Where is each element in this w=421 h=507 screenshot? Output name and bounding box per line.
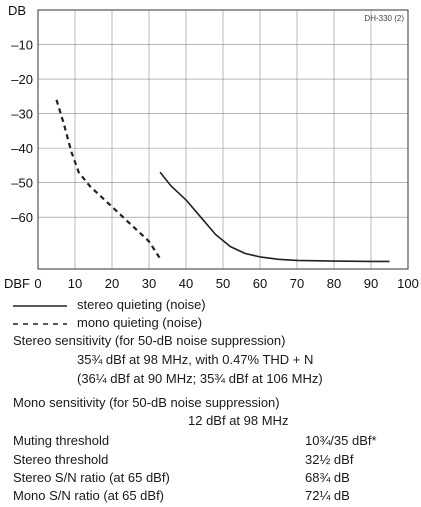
chart-grid <box>38 10 408 269</box>
stereo-sensitivity-heading: Stereo sensitivity (for 50-dB noise supp… <box>13 333 286 348</box>
spec-value: 68¾ dB <box>305 470 350 485</box>
spec-row-stereo-threshold: Stereo threshold 32½ dBf <box>13 452 413 468</box>
mono-quieting-line <box>55 99 162 260</box>
chart-id-tag: DH-330 (2) <box>364 14 404 23</box>
x-tick-label: 70 <box>290 276 304 291</box>
spec-row-stereo-sn-ratio: Stereo S/N ratio (at 65 dBf) 68¾ dB <box>13 470 413 486</box>
spec-label: Muting threshold <box>13 433 110 448</box>
spec-row-muting-threshold: Muting threshold 10¾/35 dBf* <box>13 433 413 449</box>
spec-value: 72¼ dB <box>305 488 350 503</box>
x-tick-label: 80 <box>327 276 341 291</box>
spec-value: 10¾/35 dBf* <box>305 433 377 448</box>
y-tick-label: –50 <box>11 176 33 191</box>
legend-solid-swatch <box>13 305 67 307</box>
y-tick-label: –60 <box>11 210 33 225</box>
x-tick-label: 60 <box>253 276 267 291</box>
x-tick-label: 100 <box>397 276 419 291</box>
x-tick-label: 40 <box>179 276 193 291</box>
spec-label: Stereo threshold <box>13 452 109 467</box>
axis-ticks: 0 10 20 30 40 50 60 70 80 90 100 –10 –20 –30 –40 –50 –60 <box>11 38 419 291</box>
x-tick-label: 30 <box>142 276 156 291</box>
x-tick-label: 0 <box>34 276 41 291</box>
legend-dashed-swatch <box>13 323 67 325</box>
mono-sensitivity-heading: Mono sensitivity (for 50-dB noise suppre… <box>13 395 280 410</box>
y-tick-label: –20 <box>11 72 33 87</box>
chart-series <box>55 99 390 263</box>
quieting-chart: 0 10 20 30 40 50 60 70 80 90 100 –10 –20 –30 –40 –50 –60… <box>4 3 419 291</box>
spec-label: Mono S/N ratio (at 65 dBf) <box>13 488 165 503</box>
stereo-sensitivity-line2: (36¼ dBf at 90 MHz; 35¾ dBf at 106 MHz) <box>77 371 323 386</box>
spec-row-mono-sn-ratio: Mono S/N ratio (at 65 dBf) 72¼ dB <box>13 488 413 504</box>
spec-label: Stereo S/N ratio (at 65 dBf) <box>13 470 170 485</box>
x-tick-label: 10 <box>68 276 82 291</box>
y-axis-unit-label: DB <box>8 3 26 18</box>
stereo-quieting-line <box>159 171 390 263</box>
mono-sensitivity-value: 12 dBf at 98 MHz <box>188 413 289 428</box>
spec-value: 32½ dBf <box>305 452 354 467</box>
y-tick-label: –30 <box>11 107 33 122</box>
plot-frame <box>37 9 409 270</box>
x-tick-label: 20 <box>105 276 119 291</box>
legend-mono-label: mono quieting (noise) <box>77 315 203 330</box>
x-axis-unit-label: DBF <box>4 276 30 291</box>
y-tick-label: –40 <box>11 141 33 156</box>
legend-stereo-label: stereo quieting (noise) <box>77 297 206 312</box>
x-tick-label: 50 <box>216 276 230 291</box>
y-tick-label: –10 <box>11 38 33 53</box>
x-tick-label: 90 <box>364 276 378 291</box>
stereo-sensitivity-line1: 35¾ dBf at 98 MHz, with 0.47% THD + N <box>77 352 314 367</box>
